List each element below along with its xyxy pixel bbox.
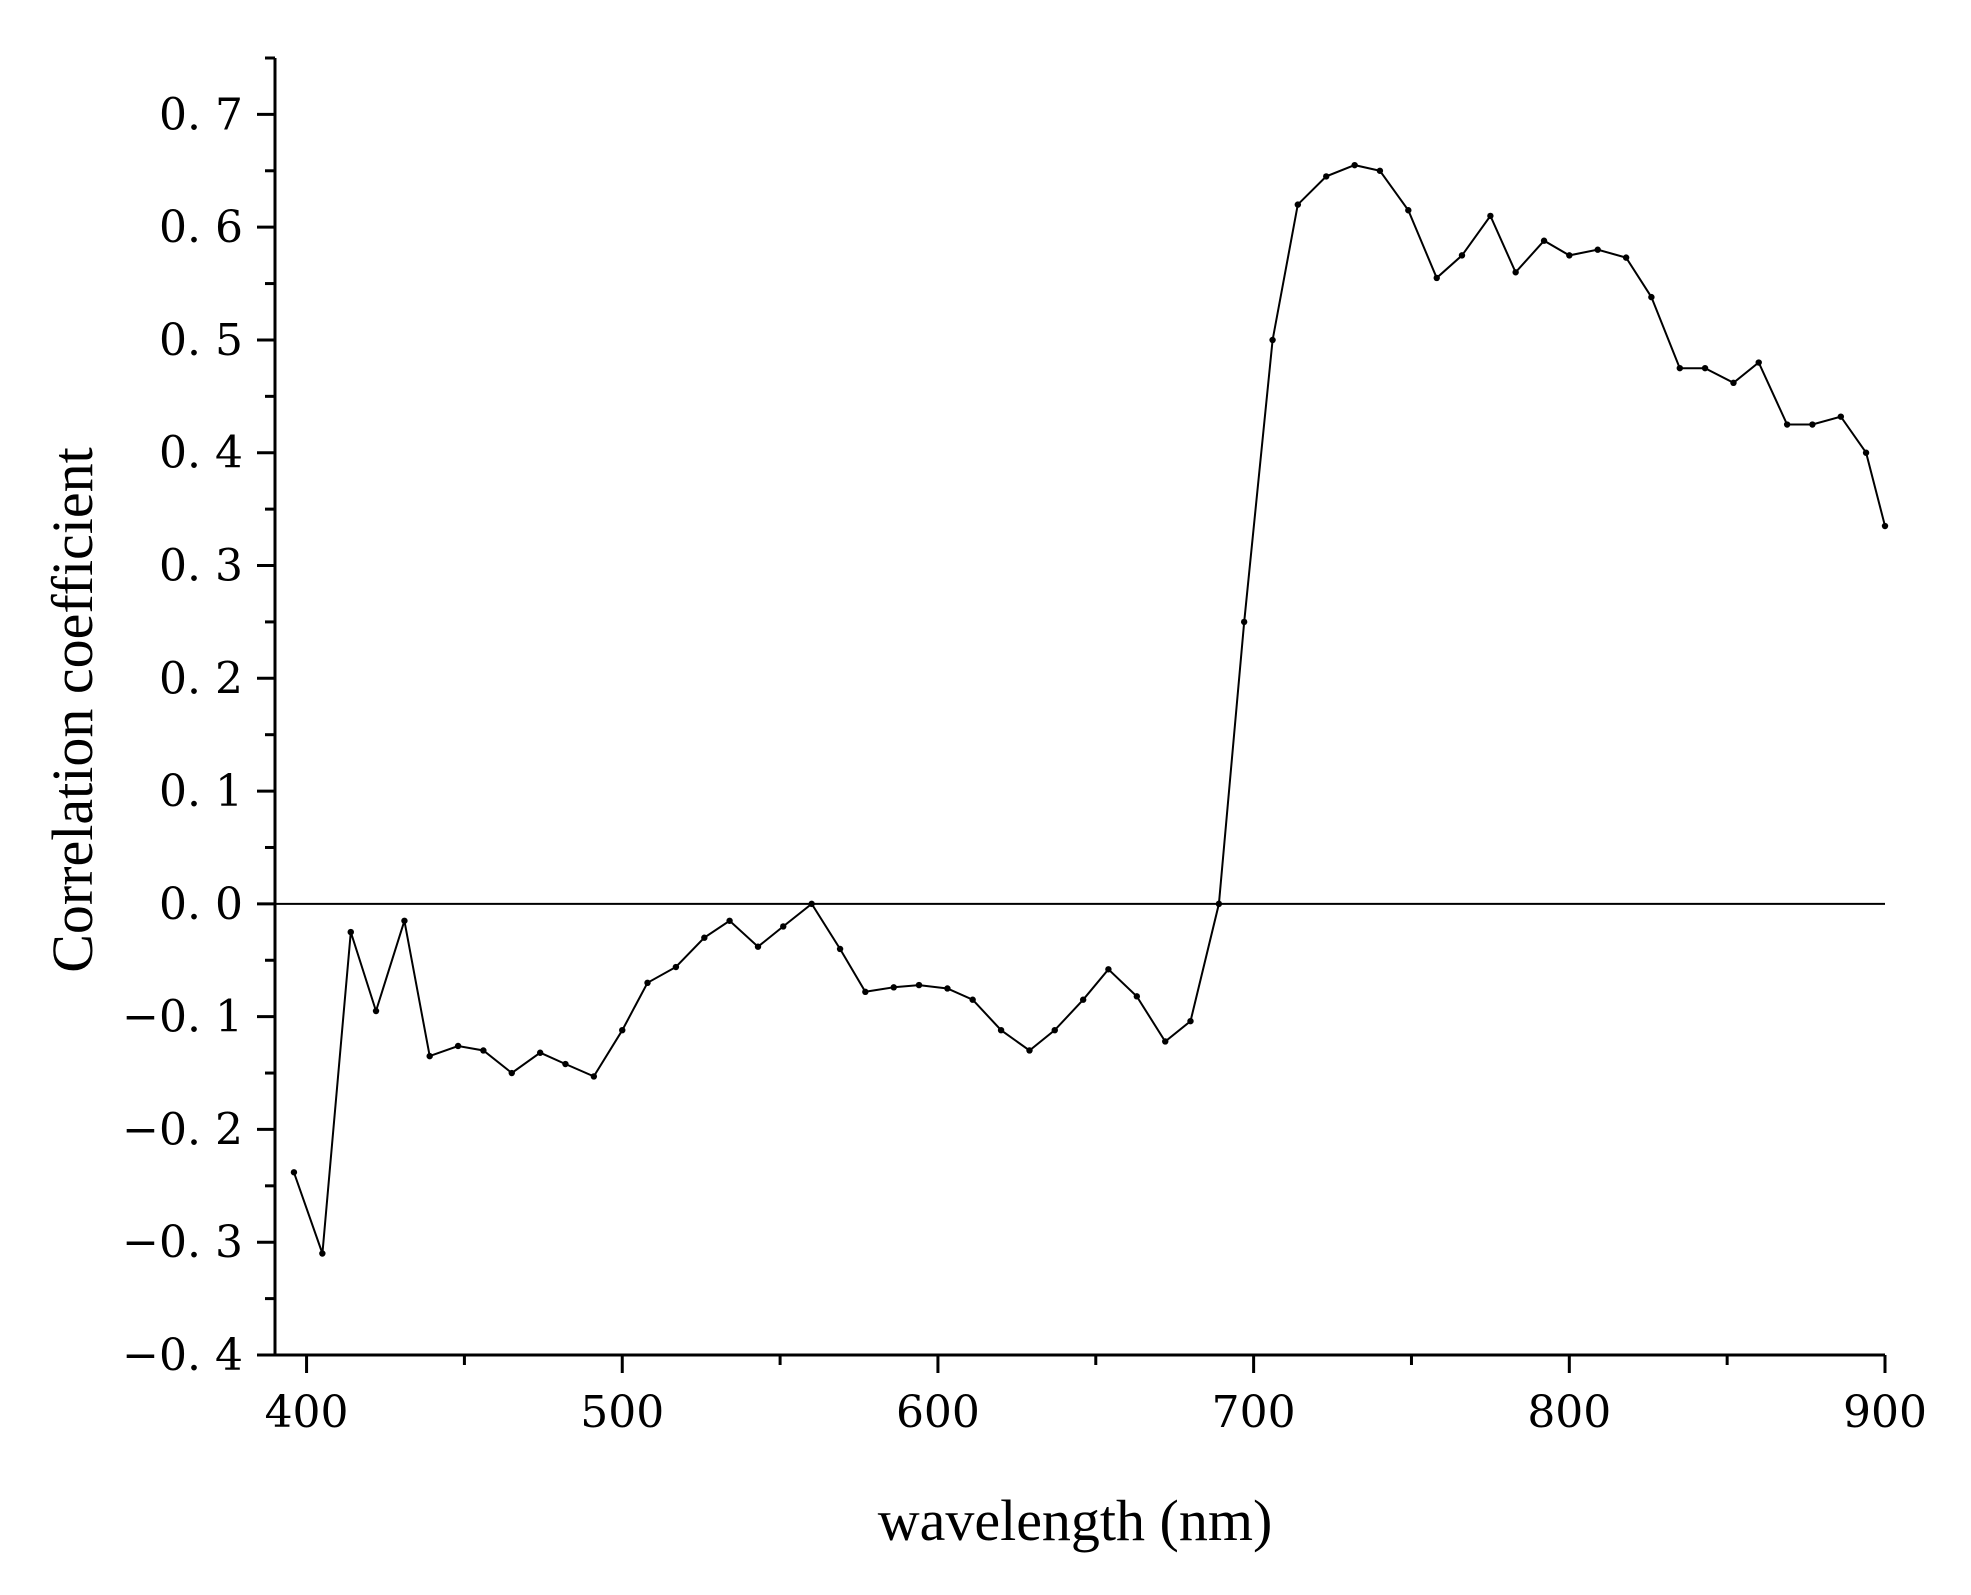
data-point xyxy=(1783,421,1791,428)
data-point xyxy=(1648,293,1655,301)
data-point xyxy=(1269,336,1276,344)
data-point xyxy=(1187,1017,1194,1025)
data-point xyxy=(672,963,680,971)
data-point xyxy=(1215,900,1223,908)
data-point xyxy=(780,923,787,930)
data-point xyxy=(1405,207,1412,214)
data-point xyxy=(836,945,844,953)
data-point xyxy=(1862,449,1870,456)
data-point xyxy=(454,1042,462,1050)
data-point xyxy=(319,1250,326,1257)
x-tick-label: 600 xyxy=(896,1387,980,1438)
data-point xyxy=(1881,522,1889,530)
data-point xyxy=(726,917,733,924)
data-point xyxy=(1105,966,1112,973)
data-point xyxy=(536,1049,544,1056)
data-point xyxy=(754,943,762,950)
data-point xyxy=(808,900,815,908)
data-point xyxy=(1566,252,1573,259)
data-point xyxy=(1162,1038,1169,1045)
data-point xyxy=(619,1026,626,1034)
data-point xyxy=(1755,359,1762,366)
data-point xyxy=(1487,212,1494,220)
data-point xyxy=(1240,618,1248,626)
y-tick-label: 0. 7 xyxy=(159,89,243,140)
x-tick-label: 500 xyxy=(580,1387,664,1438)
data-point xyxy=(915,981,923,989)
data-point xyxy=(890,984,897,991)
data-point xyxy=(701,934,708,941)
data-point xyxy=(1458,252,1466,259)
data-point xyxy=(969,996,976,1003)
data-point xyxy=(426,1052,433,1060)
data-point xyxy=(347,928,354,936)
y-tick-label: 0. 0 xyxy=(159,879,243,930)
data-point xyxy=(1133,993,1141,1000)
y-tick-label: 0. 4 xyxy=(159,428,243,479)
y-tick-label: 0. 2 xyxy=(159,653,243,704)
data-point xyxy=(1676,364,1684,372)
data-point xyxy=(508,1069,515,1077)
labels-group: wavelength (nm) Correlation coefficient xyxy=(40,447,1272,1553)
data-point xyxy=(562,1060,569,1068)
y-tick-label: 0. 6 xyxy=(159,202,243,253)
data-point xyxy=(372,1007,380,1015)
x-tick-label: 700 xyxy=(1212,1387,1296,1438)
data-point xyxy=(1026,1047,1033,1054)
data-point xyxy=(1351,161,1358,169)
y-tick-label: 0. 5 xyxy=(159,315,243,366)
y-tick-label: −0. 2 xyxy=(122,1104,243,1155)
data-point xyxy=(1730,379,1737,387)
data-point xyxy=(1079,996,1087,1003)
series-line xyxy=(292,164,1886,1254)
data-point xyxy=(1323,173,1330,180)
data-point xyxy=(1540,237,1548,244)
y-tick-label: −0. 3 xyxy=(122,1217,243,1268)
data-point xyxy=(1809,421,1816,428)
data-point xyxy=(1051,1026,1058,1034)
data-point xyxy=(480,1047,487,1054)
data-point xyxy=(290,1169,298,1176)
x-tick-label: 400 xyxy=(265,1387,349,1438)
data-point xyxy=(1594,246,1601,253)
data-point xyxy=(997,1026,1005,1034)
data-point xyxy=(1433,274,1440,282)
data-point xyxy=(944,985,951,992)
y-axis-title: Correlation coefficient xyxy=(40,447,105,973)
y-tick-label: 0. 1 xyxy=(159,766,243,817)
data-point xyxy=(1837,413,1845,420)
x-tick-label: 800 xyxy=(1527,1387,1611,1438)
data-point xyxy=(862,988,869,996)
x-axis-title: wavelength (nm) xyxy=(878,1488,1273,1553)
y-tick-label: −0. 4 xyxy=(122,1330,243,1381)
y-tick-label: −0. 1 xyxy=(122,992,243,1043)
data-point xyxy=(401,917,408,924)
data-point xyxy=(1294,201,1302,208)
data-point xyxy=(1512,269,1519,276)
axes-group: −0. 4 −0. 3 −0. 2 −0. 1 0. 0 0. 1 0. 2 0. 3 0. 4… xyxy=(122,56,1927,1438)
y-tick-label: 0. 3 xyxy=(159,541,243,592)
x-tick-label: 900 xyxy=(1843,1387,1927,1438)
series-group xyxy=(290,161,1889,1257)
data-point xyxy=(1701,364,1709,372)
data-point xyxy=(590,1073,598,1080)
data-point xyxy=(1376,167,1384,174)
data-point xyxy=(1622,254,1630,261)
data-point xyxy=(644,979,651,987)
